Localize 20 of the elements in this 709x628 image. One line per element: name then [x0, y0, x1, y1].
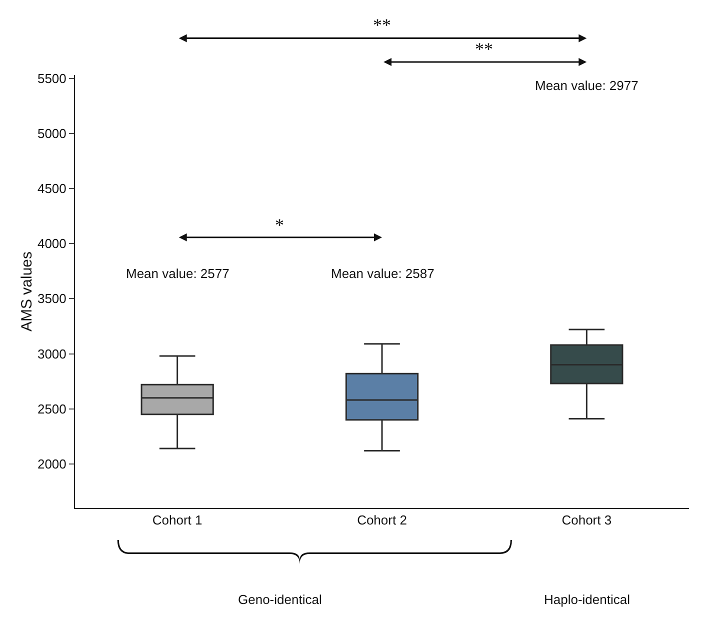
- y-tick-label: 3000: [37, 346, 66, 362]
- y-axis-title: AMS values: [18, 251, 36, 332]
- text: **: [475, 39, 493, 59]
- text: Geno-identical: [238, 592, 322, 607]
- y-tick-label: 3500: [37, 291, 66, 306]
- text: Haplo-identical: [544, 592, 630, 607]
- annotation: Mean value: 2977: [535, 78, 638, 93]
- text: **: [373, 15, 391, 35]
- y-tick-label: 5000: [37, 126, 66, 141]
- annotation: Mean value: 2587: [331, 266, 434, 281]
- y-tick-label: 5500: [37, 70, 66, 86]
- y-tick-label: 2500: [37, 401, 66, 416]
- x-tick-label: Cohort 1: [152, 512, 202, 528]
- annotation: *: [275, 215, 284, 235]
- x-tick-label: Cohort 2: [357, 512, 407, 528]
- annotation: Mean value: 2577: [126, 266, 230, 281]
- y-tick-label: 2000: [37, 456, 66, 472]
- y-tick-label: 4500: [37, 181, 66, 196]
- x-tick-label: Cohort 3: [562, 512, 612, 528]
- y-tick-label: 4000: [37, 236, 66, 252]
